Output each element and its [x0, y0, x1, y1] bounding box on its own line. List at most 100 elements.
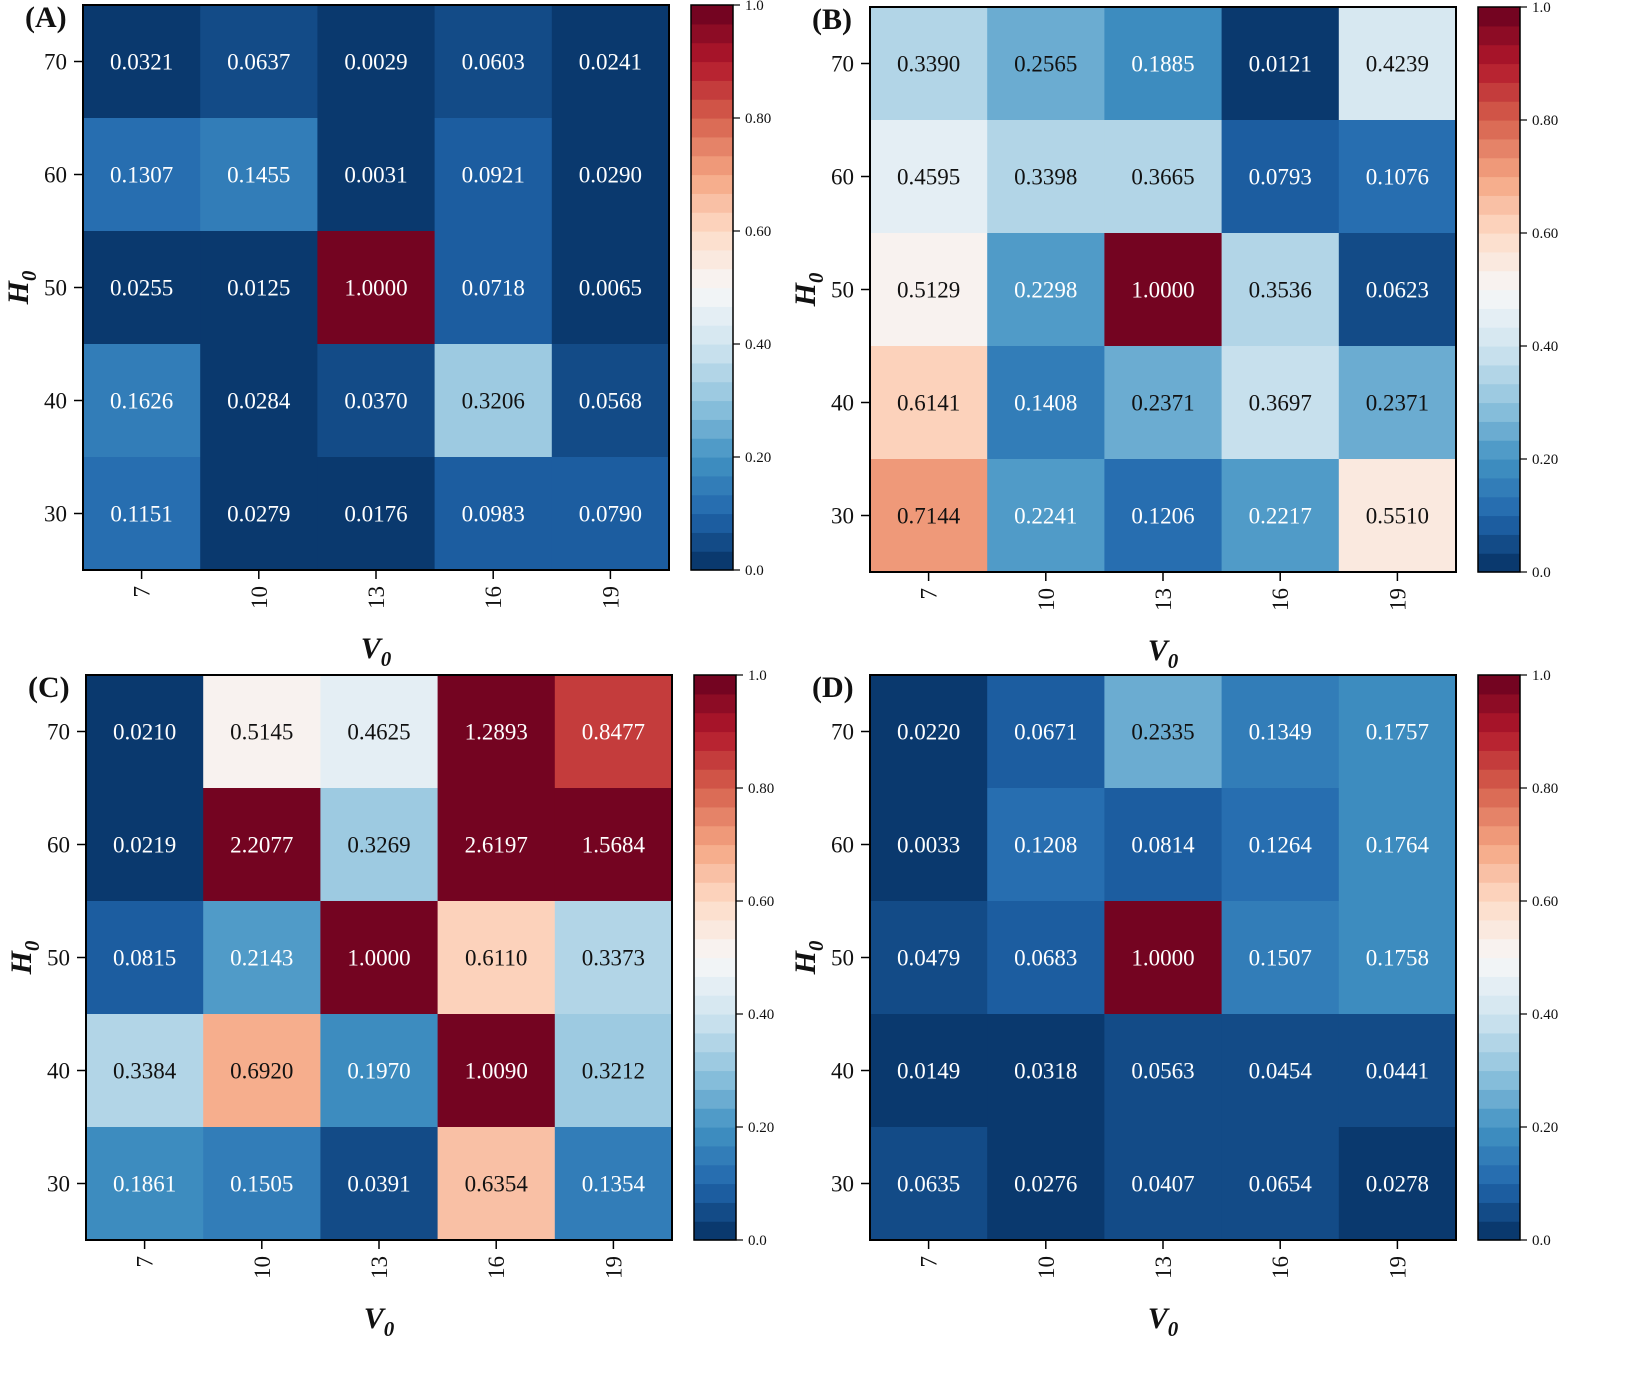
colorbar-bin — [691, 174, 733, 194]
y-tick-label: 60 — [831, 833, 854, 858]
heatmap-cell — [551, 118, 670, 232]
heatmap-cell — [987, 459, 1105, 573]
heatmap-cell — [200, 344, 318, 458]
heatmap-cell — [554, 901, 673, 1015]
heatmap-cell — [317, 344, 436, 458]
colorbar-bin — [1478, 138, 1520, 159]
colorbar-bin — [1478, 1070, 1520, 1090]
x-tick-label: 7 — [917, 1256, 942, 1268]
heatmap-cell — [870, 788, 988, 902]
heatmap-cell — [203, 901, 321, 1015]
heatmap-cell — [987, 7, 1105, 121]
colorbar-bin — [691, 268, 733, 289]
y-tick-label: 30 — [44, 502, 67, 527]
cell-value-label: 0.0370 — [344, 389, 407, 414]
heatmap-cell — [1338, 120, 1457, 234]
colorbar-bin — [691, 513, 733, 533]
cell-value-label: 0.2298 — [1014, 278, 1077, 303]
colorbar-tick-label: 0.20 — [748, 1120, 774, 1136]
colorbar-bin — [1478, 195, 1520, 215]
colorbar-bin — [691, 42, 733, 63]
cell-value-label: 0.2565 — [1014, 52, 1077, 77]
colorbar-tick-label: 0.60 — [748, 894, 774, 910]
colorbar-bin — [691, 419, 733, 439]
cell-value-label: 0.0033 — [897, 833, 960, 858]
cell-value-label: 0.0210 — [113, 720, 176, 745]
cell-value-label: 0.1408 — [1014, 391, 1077, 416]
colorbar-bin — [694, 1032, 736, 1053]
cell-value-label: 0.4595 — [897, 165, 960, 190]
colorbar-bin — [694, 901, 736, 921]
heatmap-cell — [203, 788, 321, 902]
x-tick-label: 19 — [601, 1256, 626, 1279]
cell-value-label: 0.1861 — [113, 1172, 176, 1197]
colorbar-bin — [691, 231, 733, 251]
cell-value-label: 0.0391 — [347, 1172, 410, 1197]
y-tick-label: 30 — [831, 504, 854, 529]
colorbar-bin — [691, 344, 733, 364]
heatmap-cell — [551, 231, 670, 345]
colorbar-bin — [691, 61, 733, 81]
colorbar-bin — [694, 693, 736, 714]
x-tick-label: 10 — [1034, 588, 1059, 611]
heatmap-cell — [870, 459, 988, 573]
cell-value-label: 0.3665 — [1131, 165, 1194, 190]
heatmap-cell — [870, 120, 988, 234]
cell-value-label: 0.0219 — [113, 833, 176, 858]
cell-value-label: 0.0563 — [1131, 1059, 1194, 1084]
colorbar-bin — [1478, 675, 1520, 695]
heatmap-cell — [1338, 459, 1457, 573]
colorbar-bin — [691, 80, 733, 100]
colorbar-bin — [1478, 327, 1520, 347]
heatmap-cell — [203, 1127, 321, 1241]
colorbar-tick-label: 0.40 — [745, 337, 771, 353]
colorbar-tick-label: 0.20 — [1532, 1120, 1558, 1136]
cell-value-label: 0.0029 — [344, 50, 407, 75]
heatmap-cell — [320, 901, 439, 1015]
cell-value-label: 0.0279 — [227, 502, 290, 527]
cell-value-label: 0.3206 — [462, 389, 525, 414]
heatmap-cell — [987, 675, 1105, 789]
heatmap-cell — [1104, 7, 1223, 121]
cell-value-label: 0.0683 — [1014, 946, 1077, 971]
heatmap-cell — [86, 901, 204, 1015]
colorbar-bin — [691, 136, 733, 157]
heatmap-cell — [1104, 233, 1223, 347]
heatmap-panel-2: 0.3390 0.2565 0.1885 0.0121 0.4239 0.4595 0.33… — [789, 0, 1558, 673]
colorbar-bin — [694, 750, 736, 770]
cell-value-label: 0.0568 — [579, 389, 642, 414]
colorbar-bin — [1478, 919, 1520, 940]
cell-value-label: 0.1307 — [110, 163, 173, 188]
x-axis-label: V0 — [361, 632, 392, 671]
cell-value-label: 0.0921 — [462, 163, 525, 188]
cell-value-label: 0.0790 — [579, 502, 642, 527]
colorbar-bin — [1478, 1145, 1520, 1166]
heatmap-cell — [437, 901, 556, 1015]
heatmap-cell — [83, 231, 201, 345]
y-tick-label: 70 — [47, 720, 70, 745]
colorbar-bin — [691, 362, 733, 383]
cell-value-label: 0.6110 — [465, 946, 527, 971]
cell-value-label: 0.1758 — [1366, 946, 1429, 971]
colorbar-tick-label: 0.80 — [745, 111, 771, 127]
cell-value-label: 0.1264 — [1249, 833, 1313, 858]
cell-value-label: 0.0031 — [344, 163, 407, 188]
y-tick-label: 70 — [831, 720, 854, 745]
heatmap-cell — [83, 457, 201, 571]
heatmap-cell — [86, 1014, 204, 1128]
cell-value-label: 0.1354 — [582, 1172, 646, 1197]
cell-value-label: 0.0718 — [462, 276, 525, 301]
cell-value-label: 0.3212 — [582, 1059, 645, 1084]
y-tick-label: 40 — [831, 1059, 854, 1084]
cell-value-label: 0.8477 — [582, 720, 645, 745]
cell-value-label: 0.7144 — [897, 504, 961, 529]
colorbar-bin — [1478, 976, 1520, 996]
cell-value-label: 0.4625 — [347, 720, 410, 745]
heatmap-cell — [1104, 1014, 1223, 1128]
colorbar-bin — [1478, 477, 1520, 498]
colorbar-bin — [1478, 496, 1520, 517]
heatmap-cell — [1104, 346, 1223, 460]
heatmap-cell — [1221, 233, 1340, 347]
heatmap-cell — [1338, 7, 1457, 121]
cell-value-label: 0.5145 — [230, 720, 293, 745]
